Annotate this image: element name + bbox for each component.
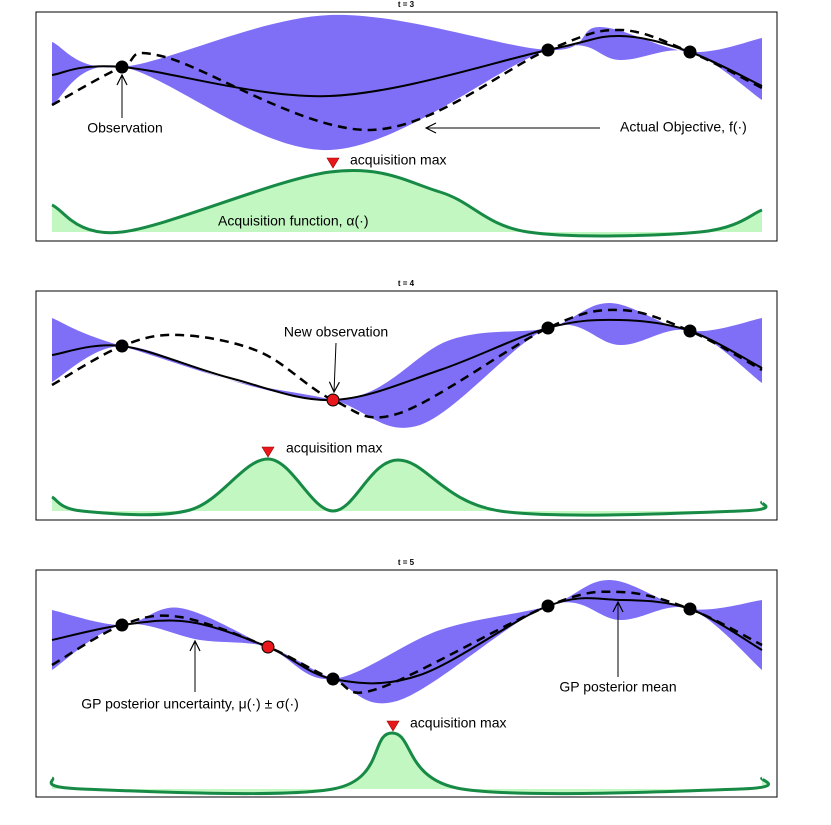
annotation: acquisition max xyxy=(286,440,383,456)
observation xyxy=(683,602,697,616)
objective-curve xyxy=(51,308,763,419)
observation xyxy=(115,618,129,632)
curves xyxy=(49,14,770,796)
annotation: Actual Objective, f(·) xyxy=(620,119,747,135)
annotation: GP posterior mean xyxy=(559,679,676,695)
annotation: New observation xyxy=(284,324,388,340)
posterior-mean xyxy=(51,34,763,98)
observation xyxy=(683,324,697,338)
uncertainty-band xyxy=(52,302,762,428)
observation xyxy=(261,640,275,654)
panel-title: t = 3 xyxy=(398,0,415,9)
acquisition-fill xyxy=(51,733,769,794)
observation xyxy=(541,599,555,613)
panel-frame xyxy=(35,569,778,798)
acquisition-fill xyxy=(52,170,762,236)
acquisition-max-marker xyxy=(261,446,275,458)
posterior-mean xyxy=(51,318,763,402)
annotation: acquisition max xyxy=(410,715,507,731)
panel-frame xyxy=(35,290,778,521)
acquisition-max-marker xyxy=(326,157,340,169)
uncertainty-band xyxy=(52,14,762,151)
observation xyxy=(683,45,697,59)
panel-title: t = 4 xyxy=(398,279,415,288)
acquisition-fill xyxy=(52,458,767,516)
observation xyxy=(326,672,340,686)
objective-curve xyxy=(51,590,763,694)
annotation: GP posterior uncertainty, μ(·) ± σ(·) xyxy=(81,696,299,712)
observation xyxy=(115,60,129,74)
acquisition-max-marker xyxy=(386,720,400,732)
posterior-mean xyxy=(51,597,763,685)
observation xyxy=(326,393,340,407)
panel-frame xyxy=(35,11,778,242)
observation xyxy=(541,43,555,57)
observation xyxy=(541,321,555,335)
annotation: Observation xyxy=(87,120,162,136)
arrow xyxy=(334,342,336,392)
objective-curve xyxy=(51,28,763,132)
panel-title: t = 5 xyxy=(398,558,415,567)
observation xyxy=(115,339,129,353)
acquisition-curve xyxy=(51,457,768,517)
annotation: Acquisition function, α(·) xyxy=(218,213,369,229)
acquisition-curve xyxy=(49,731,770,796)
annotation: acquisition max xyxy=(350,152,447,168)
acquisition-curve xyxy=(51,168,763,238)
